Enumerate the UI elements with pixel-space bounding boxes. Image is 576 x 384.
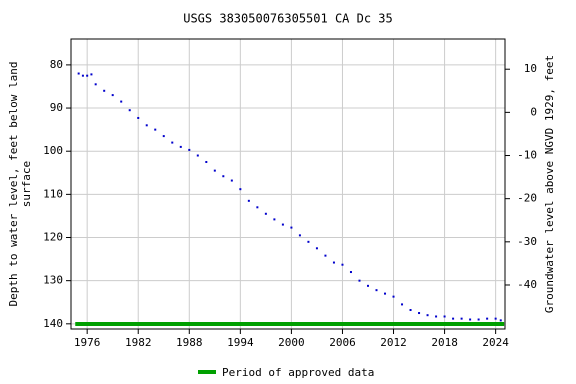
x-tick-label: 2018 — [431, 336, 458, 349]
y-tick-label: 140 — [43, 317, 63, 330]
data-point — [90, 73, 93, 76]
x-tick-label: 2000 — [278, 336, 305, 349]
data-point — [171, 141, 174, 144]
data-point — [77, 72, 80, 75]
data-point — [418, 312, 421, 315]
data-point — [137, 116, 140, 119]
data-point — [290, 226, 293, 229]
data-point — [239, 188, 242, 191]
data-point — [469, 318, 472, 321]
x-tick-label: 1976 — [74, 336, 101, 349]
data-point — [128, 109, 131, 112]
data-point — [499, 319, 502, 322]
data-point — [486, 317, 489, 320]
x-tick-label: 1994 — [227, 336, 254, 349]
data-point — [154, 128, 157, 131]
data-point — [247, 199, 250, 202]
y2-axis-title: Groundwater level above NGVD 1929, feet — [543, 55, 556, 313]
data-point — [162, 135, 165, 138]
data-point — [103, 89, 106, 92]
data-point — [145, 124, 148, 127]
data-point — [366, 284, 369, 287]
data-point — [401, 303, 404, 306]
x-tick-label: 2024 — [482, 336, 509, 349]
y2-tick-label: -20 — [517, 192, 537, 205]
y-tick-label: 110 — [43, 187, 63, 200]
plot-frame — [70, 38, 506, 330]
data-point — [426, 314, 429, 317]
data-point — [120, 100, 123, 103]
data-point — [86, 74, 89, 77]
legend-label: Period of approved data — [222, 366, 374, 379]
data-point — [230, 179, 233, 182]
x-tick-label: 2006 — [329, 336, 356, 349]
data-point — [435, 315, 438, 318]
y-axis-title: Depth to water level, feet below land — [7, 61, 20, 306]
data-point — [341, 263, 344, 266]
y-tick-label: 100 — [43, 144, 63, 157]
data-point — [273, 218, 276, 221]
data-point — [264, 212, 267, 215]
data-point — [307, 240, 310, 243]
x-tick-label: 1988 — [176, 336, 203, 349]
data-point — [324, 254, 327, 257]
y-tick-label: 80 — [50, 58, 63, 71]
data-point — [477, 318, 480, 321]
x-tick-label: 1982 — [125, 336, 152, 349]
data-point — [358, 279, 361, 282]
y-tick-label: 120 — [43, 231, 63, 244]
data-point — [392, 295, 395, 298]
data-point — [281, 223, 284, 226]
y2-tick-label: -40 — [517, 278, 537, 291]
data-point — [111, 94, 114, 97]
y-tick-label: 130 — [43, 274, 63, 287]
data-point — [494, 317, 497, 320]
data-point — [460, 317, 463, 320]
data-point — [375, 289, 378, 292]
data-point — [81, 74, 84, 77]
data-point — [213, 169, 216, 172]
y2-tick-label: -10 — [517, 149, 537, 162]
y-axis-title: surface — [20, 161, 33, 207]
data-point — [188, 148, 191, 151]
x-tick-label: 2012 — [380, 336, 407, 349]
data-point — [349, 271, 352, 274]
data-point — [332, 261, 335, 264]
y2-tick-label: 10 — [524, 62, 537, 75]
data-point — [196, 154, 199, 157]
y2-tick-label: -30 — [517, 235, 537, 248]
data-point — [256, 206, 259, 209]
data-point — [384, 292, 387, 295]
data-point — [179, 145, 182, 148]
data-point — [409, 309, 412, 312]
data-point — [94, 83, 97, 86]
y-tick-label: 90 — [50, 101, 63, 114]
data-point — [315, 247, 318, 250]
chart-title: USGS 383050076305501 CA Dc 35 — [183, 12, 393, 26]
data-point — [205, 160, 208, 163]
y2-tick-label: 0 — [530, 105, 537, 118]
data-point — [298, 234, 301, 237]
data-point — [443, 315, 446, 318]
data-point — [222, 175, 225, 178]
data-point — [452, 317, 455, 320]
